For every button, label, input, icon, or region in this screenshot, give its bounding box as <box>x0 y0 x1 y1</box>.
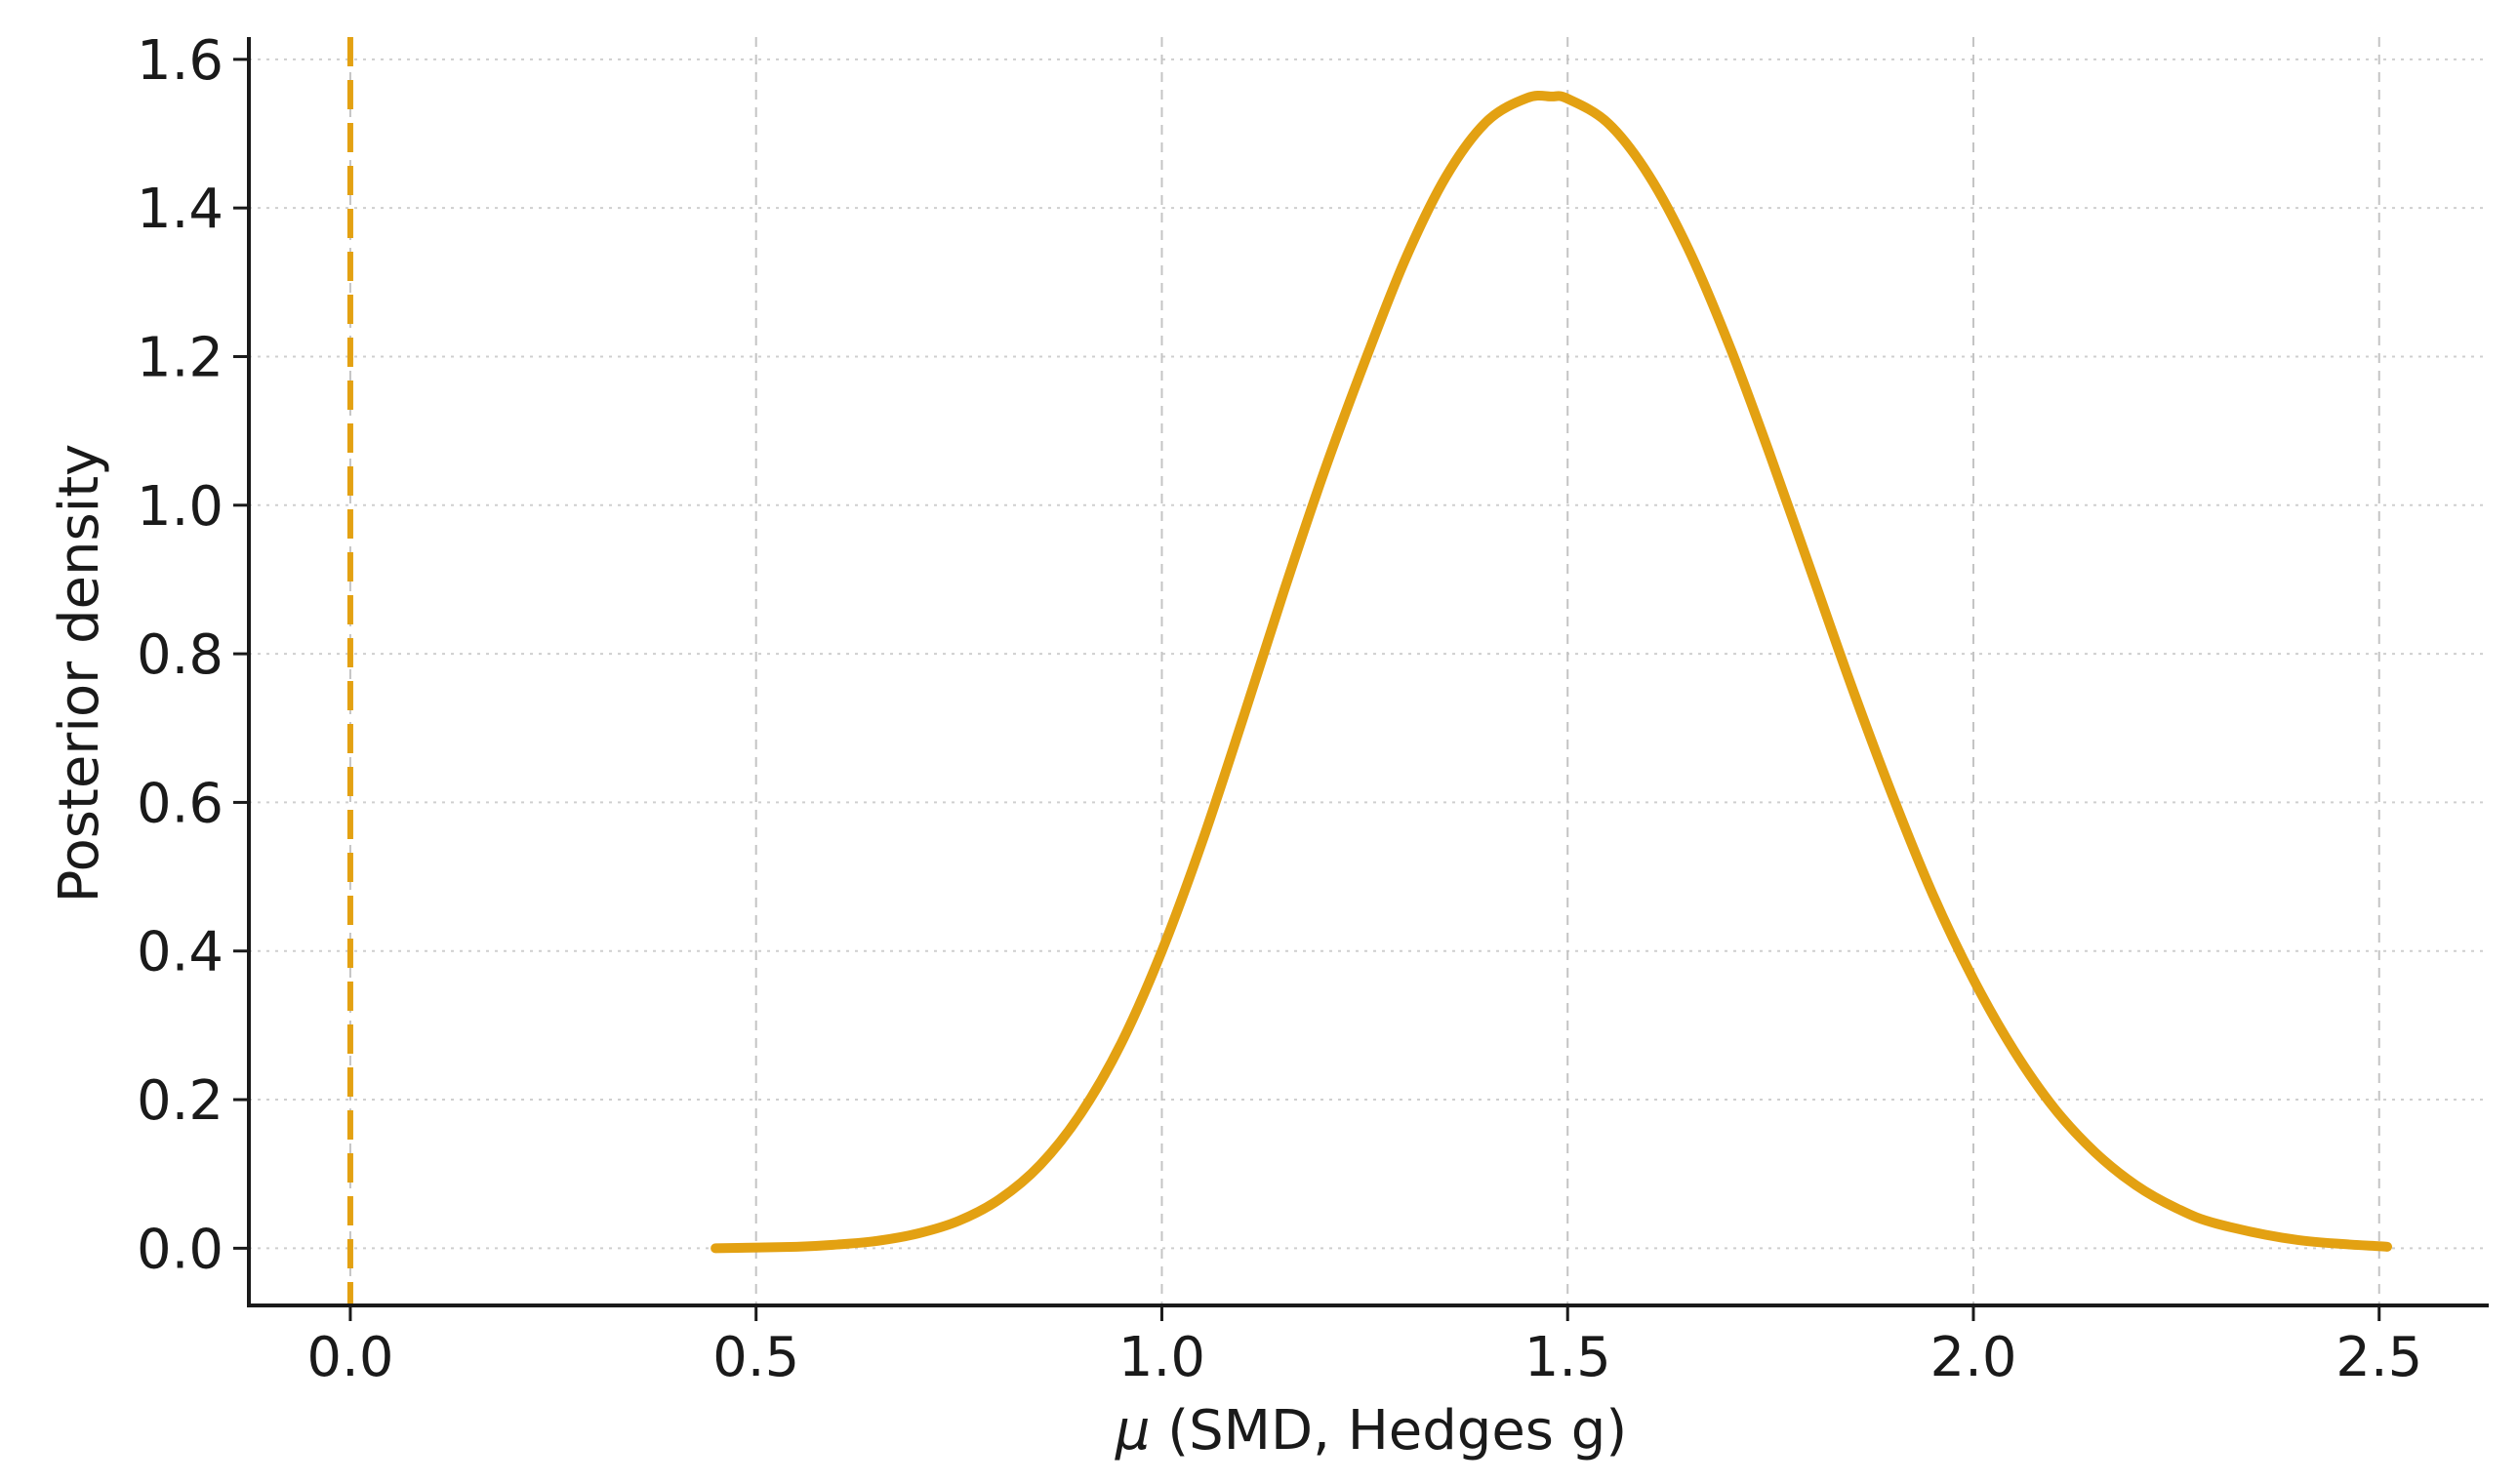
density-curve-0 <box>711 91 2393 1254</box>
x-tick-label-5: 2.5 <box>2335 1326 2422 1389</box>
y-tick-label-0: 0.0 <box>137 1218 223 1281</box>
x-tick-label-0: 0.0 <box>306 1326 393 1389</box>
y-tick-label-8: 1.6 <box>137 29 223 93</box>
x-tick-label-3: 1.5 <box>1524 1326 1611 1389</box>
axis-spines <box>247 37 2489 1307</box>
x-tick-label-2: 1.0 <box>1118 1326 1205 1389</box>
y-tick-label-2: 0.4 <box>137 921 223 984</box>
y-tick-label-3: 0.6 <box>137 772 223 835</box>
y-tick-label-5: 1.0 <box>137 475 223 539</box>
y-tick-label-6: 1.2 <box>137 326 223 389</box>
grid-lines <box>249 37 2489 1305</box>
axes <box>247 37 2489 1307</box>
series-layer <box>711 91 2393 1254</box>
x-tick-label-1: 0.5 <box>712 1326 799 1389</box>
x-axis-label-symbol: μ <box>1115 1399 1151 1463</box>
y-tick-label-7: 1.4 <box>137 178 223 241</box>
y-tick-label-1: 0.2 <box>137 1069 223 1133</box>
y-tick-label-4: 0.8 <box>137 623 223 687</box>
tick-layer: 0.0 0.2 0.4 0.6 0.8 1.0 1.2 1.4 1.6 0.0 0.5 1.0 1.5 2… <box>137 29 2422 1389</box>
x-axis-label: μ (SMD, Hedges g) <box>1115 1399 1627 1463</box>
x-tick-label-4: 2.0 <box>1929 1326 2016 1389</box>
y-axis-label: Posterior density <box>48 444 111 903</box>
x-axis-label-text: (SMD, Hedges g) <box>1150 1399 1627 1463</box>
